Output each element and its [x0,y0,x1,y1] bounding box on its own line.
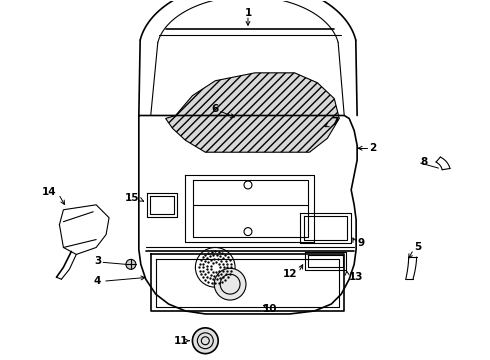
Text: 12: 12 [283,269,297,279]
Text: 9: 9 [357,238,364,248]
Text: 8: 8 [420,157,428,167]
Circle shape [126,260,136,269]
Polygon shape [166,73,339,152]
Text: 2: 2 [369,143,376,153]
Text: 3: 3 [94,256,101,266]
Text: 4: 4 [94,276,101,286]
Text: 7: 7 [331,117,339,127]
Circle shape [193,328,218,354]
Text: 14: 14 [42,187,56,197]
Text: 5: 5 [414,243,421,252]
Text: 1: 1 [245,8,251,18]
Text: 11: 11 [174,336,189,346]
Text: 15: 15 [124,193,139,203]
Circle shape [214,268,246,300]
Text: 6: 6 [212,104,219,113]
Text: 10: 10 [263,304,277,314]
Text: 13: 13 [349,272,364,282]
